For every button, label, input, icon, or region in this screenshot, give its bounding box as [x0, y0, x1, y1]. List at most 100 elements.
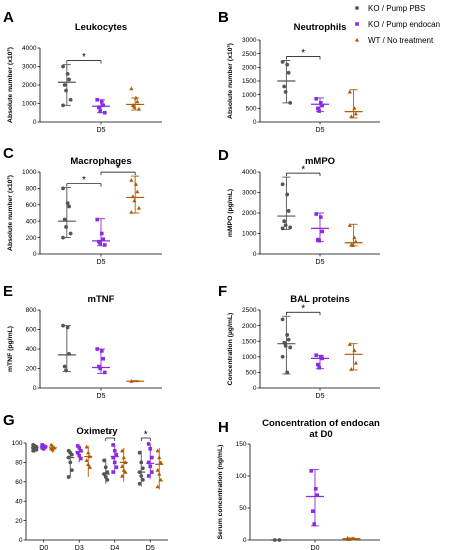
- data-point: [280, 354, 285, 359]
- panel-F: F BAL proteins 0 500 1000 1500 2000 2500 Concent…: [218, 283, 380, 400]
- data-point: [146, 474, 151, 478]
- data-point: [157, 455, 162, 460]
- y-tick-label: 1000: [22, 101, 37, 108]
- group-1: [306, 469, 324, 527]
- data-point: [79, 448, 83, 453]
- y-tick-label: 0: [243, 537, 247, 544]
- data-point: [103, 465, 108, 470]
- y-axis-label: Serum concentration (ng/mL): [217, 445, 224, 540]
- data-point: [103, 370, 107, 375]
- y-tick-label: 0: [19, 537, 23, 544]
- data-point: [120, 473, 125, 478]
- significance-star: *: [301, 304, 305, 315]
- data-point: [111, 470, 115, 474]
- data-point: [129, 378, 134, 383]
- group-1: [311, 96, 329, 113]
- data-point: [102, 458, 107, 463]
- data-point: [155, 467, 160, 472]
- panel-title-line: Concentration of endocan: [262, 418, 380, 429]
- data-point: [285, 370, 290, 375]
- series-2-tp-2: [119, 447, 128, 482]
- y-tick-label: 0: [33, 251, 37, 258]
- x-category-label: D5: [316, 127, 325, 134]
- data-point: [95, 347, 99, 351]
- group-2: [126, 86, 145, 111]
- data-point: [100, 349, 104, 353]
- data-point: [317, 109, 321, 113]
- y-tick-label: 0: [253, 251, 257, 258]
- y-tick-label: 400: [26, 346, 37, 353]
- data-point: [84, 458, 89, 463]
- panel-title: Oximetry: [76, 426, 118, 437]
- legend-label: WT / No treatment: [368, 36, 434, 45]
- data-point: [103, 243, 107, 247]
- data-point: [61, 186, 65, 191]
- y-tick-label: 2000: [22, 82, 37, 89]
- x-category-label: D3: [75, 545, 84, 550]
- significance-star: *: [116, 164, 120, 175]
- data-point: [79, 456, 83, 461]
- panel-title: Macrophages: [70, 156, 131, 167]
- significance-star: *: [301, 165, 305, 176]
- data-point: [350, 243, 355, 247]
- data-point: [283, 343, 288, 348]
- series-1-tp-2: [110, 443, 119, 475]
- data-point: [320, 229, 324, 234]
- panel-A: A Leukocytes 0 1000 2000 3000 4000 Absolute num…: [3, 9, 162, 134]
- data-point: [286, 70, 291, 75]
- data-point: [114, 465, 119, 470]
- group-2: [126, 175, 145, 214]
- y-axis-label: mMPO (pg/mL): [227, 189, 234, 237]
- x-category-label: D0: [311, 545, 320, 550]
- y-tick-label: 2000: [242, 210, 257, 217]
- data-point: [69, 452, 74, 457]
- data-point: [136, 106, 142, 111]
- y-axis-label: Absolute number (x10³): [7, 175, 14, 251]
- data-point: [49, 442, 54, 447]
- y-tick-label: 4000: [22, 45, 37, 52]
- data-point: [352, 235, 357, 240]
- data-point: [139, 460, 144, 465]
- data-point: [158, 460, 163, 464]
- x-category-label: D5: [97, 127, 106, 134]
- data-point: [319, 215, 323, 219]
- data-point: [320, 356, 324, 361]
- data-point: [68, 460, 73, 465]
- y-tick-label: 1500: [242, 338, 257, 345]
- panel-title: Neutrophils: [294, 22, 347, 33]
- data-point: [320, 103, 324, 108]
- data-point: [61, 323, 65, 328]
- series-1-tp-0: [39, 443, 48, 451]
- data-point: [353, 111, 358, 116]
- panel-title: mTNF: [88, 294, 115, 305]
- data-point: [286, 337, 291, 342]
- data-point: [75, 450, 80, 455]
- data-point: [103, 475, 108, 479]
- data-point: [132, 198, 137, 203]
- series-0-tp-2: [101, 458, 110, 484]
- data-point: [146, 460, 151, 465]
- y-tick-label: 1000: [22, 169, 37, 176]
- legend-marker: [355, 6, 359, 10]
- data-point: [129, 209, 134, 214]
- data-point: [62, 83, 67, 87]
- panel-letter: C: [3, 145, 14, 162]
- data-point: [283, 223, 288, 228]
- data-point: [68, 231, 73, 236]
- panel-letter: H: [218, 419, 229, 436]
- data-point: [282, 219, 287, 224]
- y-tick-label: 2000: [242, 323, 257, 330]
- data-point: [62, 217, 67, 222]
- group-2: [344, 342, 363, 371]
- data-point: [97, 105, 101, 109]
- data-point: [130, 194, 136, 199]
- data-point: [314, 96, 318, 101]
- data-point: [347, 223, 352, 227]
- data-point: [280, 226, 285, 231]
- panel-letter: G: [3, 412, 15, 429]
- group-0: [277, 176, 296, 231]
- panel-letter: B: [218, 9, 229, 26]
- group-0: [277, 59, 296, 105]
- data-point: [111, 443, 115, 447]
